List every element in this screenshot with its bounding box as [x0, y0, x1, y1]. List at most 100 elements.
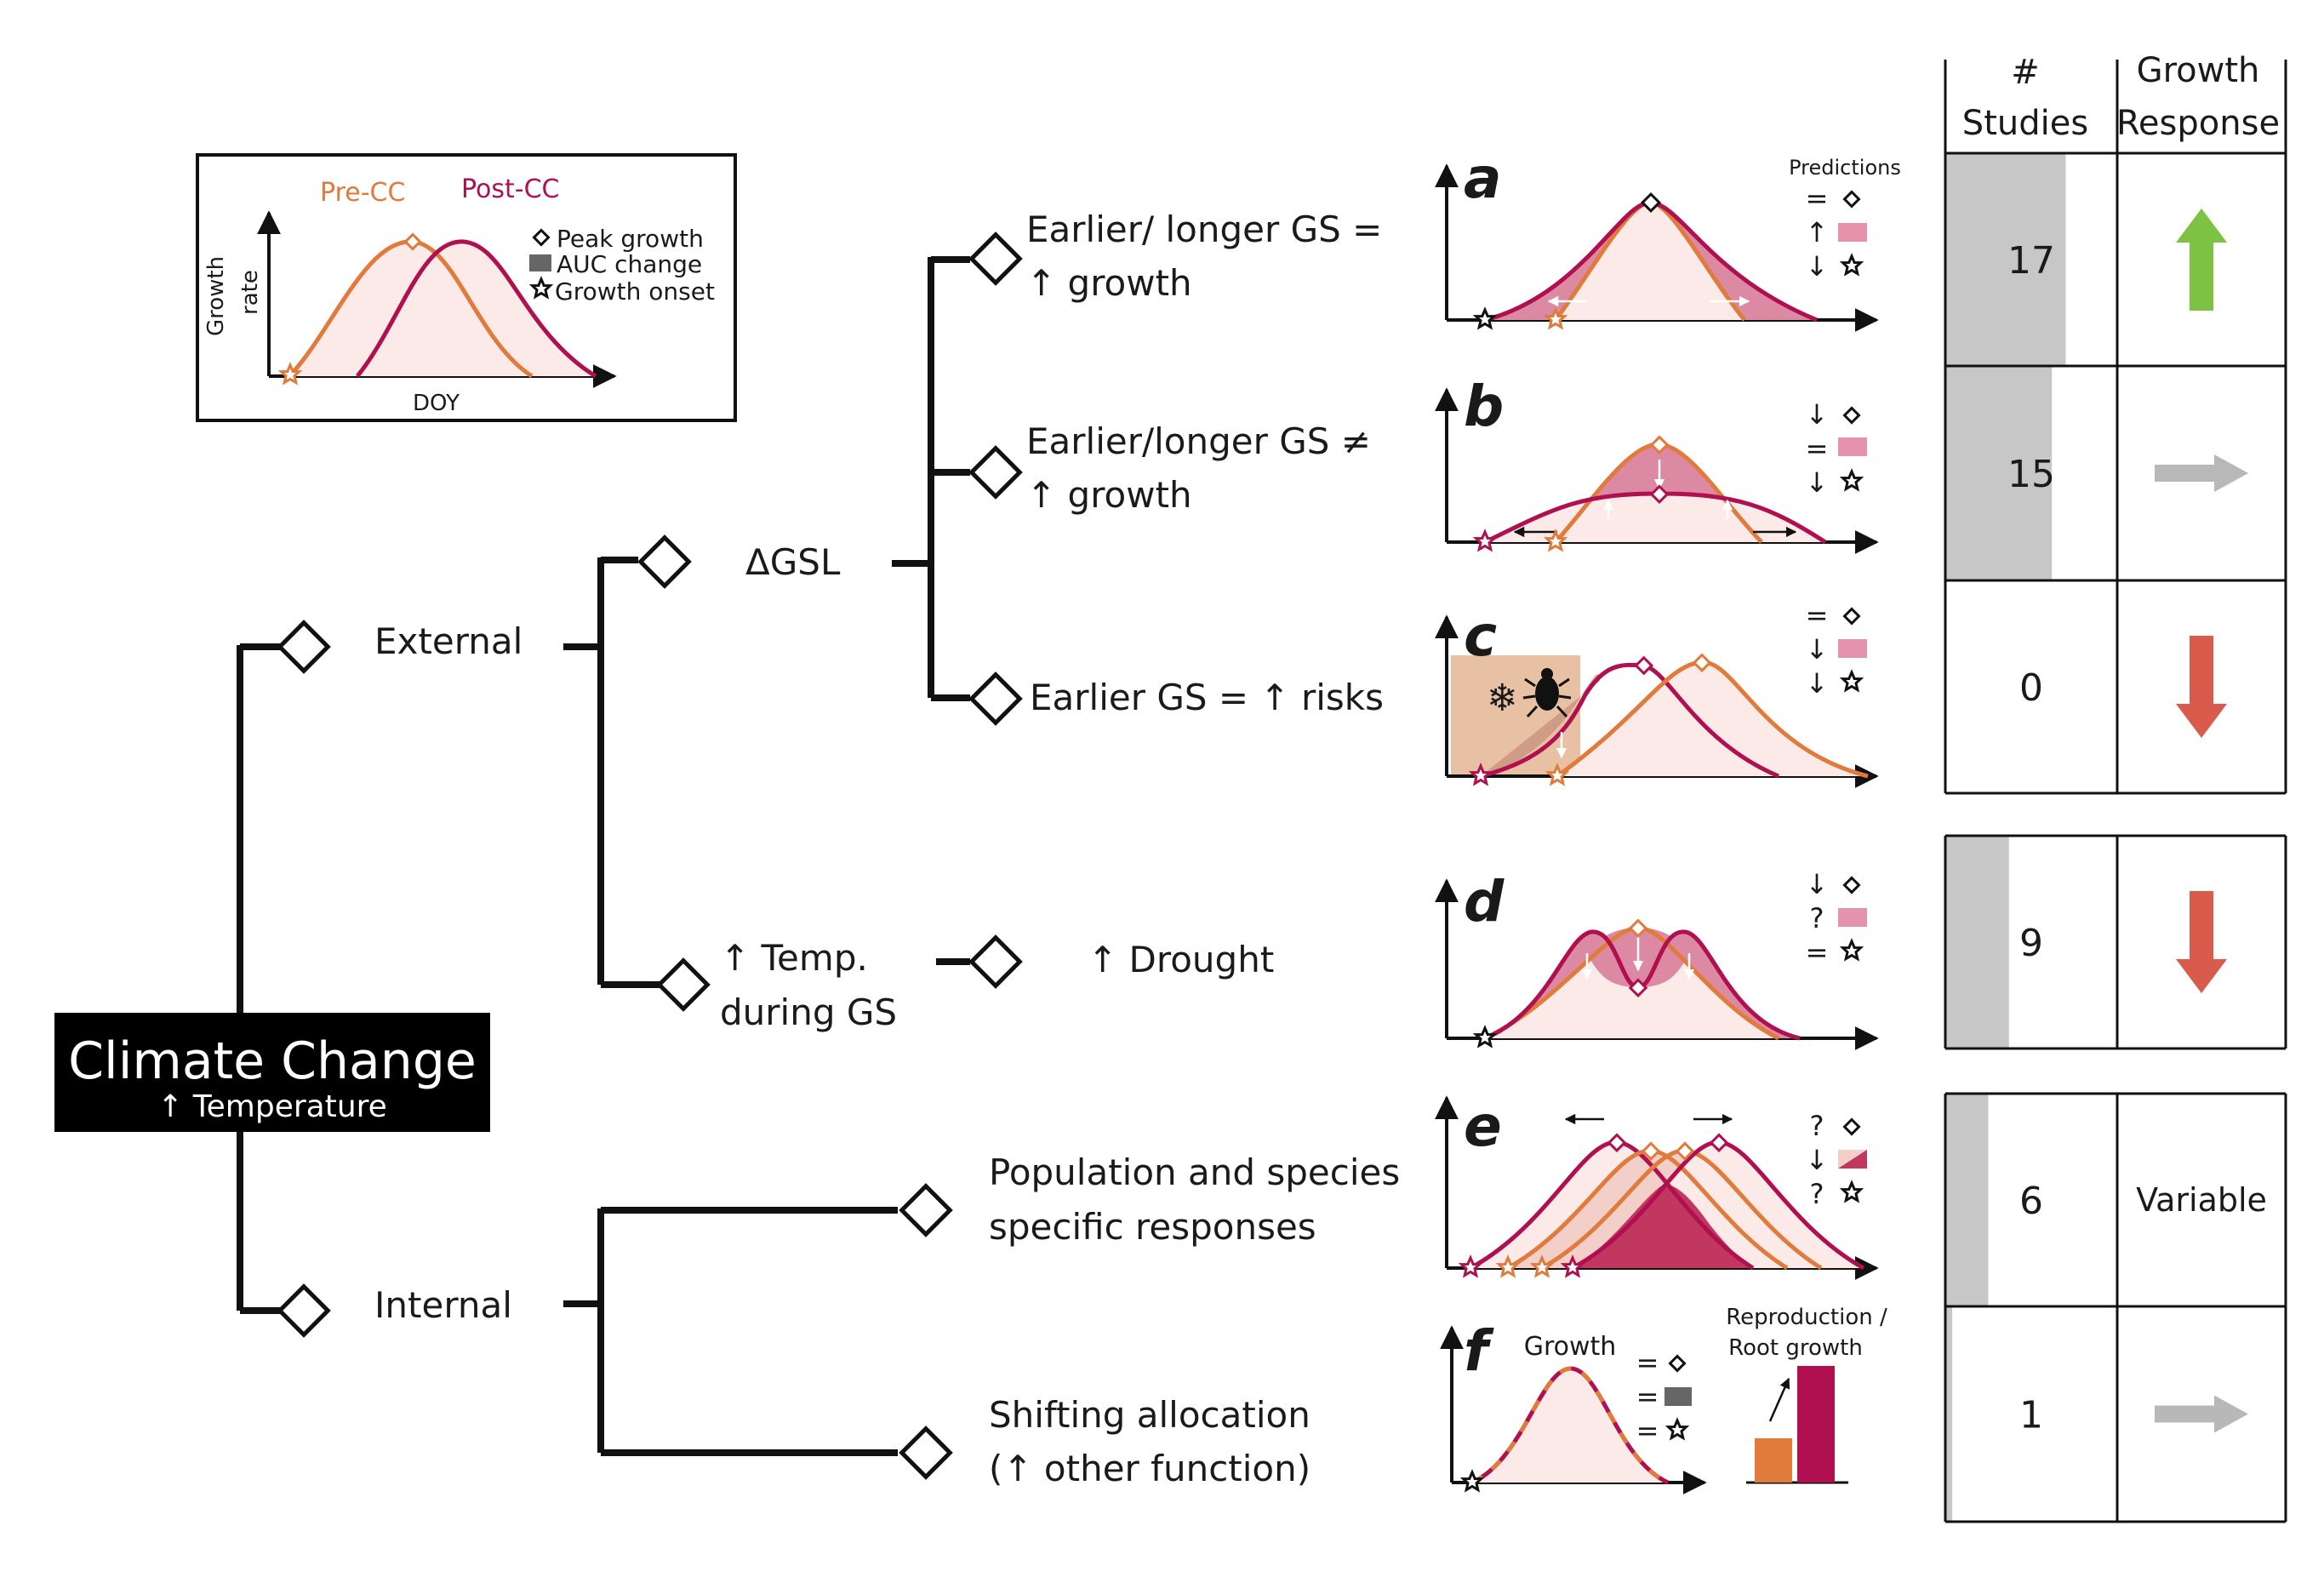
table-studies-bar [1945, 366, 2053, 580]
panel-b-letter: b [1464, 374, 1504, 439]
snowflake-icon: ❄ [1487, 677, 1518, 720]
panel-e-peak-icon [1842, 1117, 1861, 1136]
growth-up-arrow-icon [2176, 209, 2227, 311]
leaf-c-label: Earlier GS = ↑ risks [1030, 677, 1384, 718]
panel-b-peak-sign: ↓ [1806, 398, 1829, 431]
table-studies-count: 17 [2007, 239, 2055, 283]
leaf-f-line-1: Shifting allocation [989, 1394, 1310, 1436]
studies-table: # Studies Growth Response 17 15 0 9 6 Variabl… [1944, 51, 2287, 1523]
panel-c-peak-icon [1842, 607, 1861, 626]
root-subtitle: ↑ Temperature [157, 1089, 387, 1124]
panel-a-auc-sign: ↑ [1806, 216, 1829, 249]
legend-post-curve [356, 239, 597, 379]
panel-b-onset-icon [1841, 470, 1862, 490]
drought-label: ↑ Drought [1088, 939, 1274, 980]
panel-f-auc-sign: = [1636, 1380, 1659, 1413]
table-studies-bar [1945, 153, 2066, 366]
table-studies-bar [1945, 836, 2009, 1048]
root-title: Climate Change [68, 1031, 477, 1091]
panel-b: b ↓ = ↓ [1435, 374, 1879, 554]
drought-node-diamond-icon [968, 934, 1023, 989]
panel-a-onset-icon [1841, 254, 1862, 275]
panel-f: f Growth = = = Reproduction / Root growt… [1440, 1305, 1887, 1494]
table-header-response-1: Growth [2137, 51, 2260, 90]
legend-x-label: DOY [413, 391, 460, 416]
leaf-f-line-2: (↑ other function) [989, 1448, 1310, 1489]
legend-peak-text: Peak growth [557, 225, 704, 253]
temp-label-1: ↑ Temp. [720, 937, 868, 979]
panel-d-auc-sign: ? [1810, 902, 1824, 934]
panel-f-bar-post [1797, 1366, 1835, 1483]
panel-f-onset-sign: = [1636, 1414, 1659, 1447]
panel-d: d ↓ ? = [1435, 868, 1879, 1050]
table-studies-count: 6 [2019, 1180, 2043, 1223]
table-studies-count: 9 [2019, 922, 2043, 965]
beetle-icon [1522, 668, 1572, 718]
panel-e-letter: e [1464, 1094, 1502, 1159]
panel-c-letter: c [1464, 603, 1497, 669]
leaf-a-line-1: Earlier/ longer GS = [1026, 209, 1382, 250]
table-header-response-2: Response [2116, 104, 2280, 143]
table-studies-count: 1 [2019, 1394, 2043, 1437]
growth-down-arrow-icon [2176, 891, 2227, 993]
panel-f-letter: f [1464, 1318, 1494, 1384]
panel-c-onset-sign: ↓ [1806, 667, 1829, 700]
internal-node-diamond-icon [277, 1283, 331, 1338]
legend-onset-text: Growth onset [555, 277, 715, 306]
legend-panel: Pre-CC Post-CC Growth rate DOY Peak grow… [196, 153, 737, 422]
growth-flat-arrow-icon [2155, 454, 2248, 492]
growth-flat-arrow-icon [2155, 1395, 2248, 1433]
panel-a: a Predictions = ↑ ↓ [1435, 146, 1901, 332]
temp-label-2: during GS [720, 991, 897, 1033]
panel-b-onset-sign: ↓ [1806, 466, 1829, 499]
legend-pre-label: Pre-CC [320, 178, 405, 208]
legend-pre-fill [289, 241, 532, 376]
root-box: Climate Change ↑ Temperature [54, 1013, 490, 1132]
panel-a-onset-sign: ↓ [1806, 250, 1829, 283]
tree-lines [237, 256, 970, 1456]
panel-f-bar-pre [1755, 1438, 1792, 1483]
internal-label: Internal [374, 1284, 512, 1326]
table-studies-count: 15 [2007, 453, 2055, 496]
legend-peak-diamond-icon [532, 228, 551, 247]
peak-diamond-icon [403, 232, 422, 251]
panel-e-peak-sign: ? [1810, 1110, 1824, 1142]
panel-e-onset-sign: ? [1810, 1178, 1824, 1210]
external-node-diamond-icon [277, 620, 331, 674]
panel-c-onset-icon [1841, 671, 1862, 691]
panel-b-auc-icon [1838, 437, 1867, 456]
legend-post-label: Post-CC [461, 174, 560, 204]
panel-a-peak-icon [1842, 190, 1861, 209]
panel-e: e ? ↓ ? [1435, 1094, 1879, 1280]
dgsl-label: ΔGSL [745, 541, 841, 583]
panel-f-peak-icon [1668, 1354, 1687, 1373]
leaf-c-node-diamond-icon [968, 671, 1023, 726]
tree-labels: External Internal ΔGSL ↑ Temp. during GS… [374, 209, 1400, 1489]
panel-c-auc-sign: ↓ [1806, 633, 1829, 666]
temp-node-diamond-icon [656, 957, 711, 1012]
growth-response-text: Variable [2136, 1181, 2267, 1219]
panel-e-onset-icon [1841, 1181, 1862, 1202]
tree-nodes [277, 231, 1023, 1480]
leaf-e-line-1: Population and species [989, 1151, 1400, 1193]
panel-d-peak-icon [1842, 876, 1861, 894]
leaf-e-node-diamond-icon [899, 1183, 953, 1237]
panel-a-letter: a [1464, 146, 1502, 211]
growth-down-arrow-icon [2176, 636, 2227, 738]
legend-auc-swatch-icon [529, 254, 551, 271]
leaf-e-line-2: specific responses [989, 1206, 1316, 1248]
leaf-a-line-2: ↑ growth [1026, 262, 1192, 304]
panel-f-growth-label: Growth [1524, 1332, 1617, 1362]
legend-y-label-2: rate [237, 270, 263, 315]
panel-d-onset-sign: = [1806, 936, 1829, 968]
panel-f-peak-sign: = [1636, 1346, 1659, 1379]
table-studies-bar [1945, 1094, 1989, 1306]
external-label: External [374, 620, 522, 662]
panel-f-onset-icon [1667, 1419, 1687, 1439]
panel-f-repro-line-1: Reproduction / [1726, 1305, 1887, 1330]
table-header-studies-1: # [2011, 53, 2040, 92]
leaf-b-node-diamond-icon [968, 445, 1023, 500]
panel-d-letter: d [1464, 869, 1505, 934]
panel-e-auc-icon-dark [1838, 1150, 1867, 1168]
